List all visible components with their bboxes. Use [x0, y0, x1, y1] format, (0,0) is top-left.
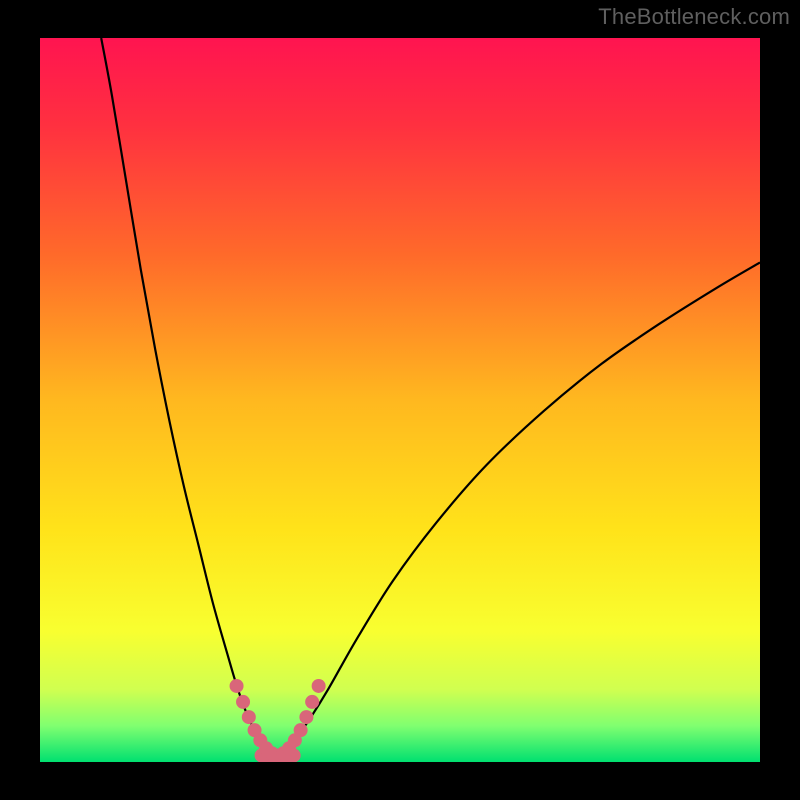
marker-dot	[294, 723, 308, 737]
marker-dot	[299, 710, 313, 724]
marker-dot	[305, 695, 319, 709]
watermark-text: TheBottleneck.com	[598, 4, 790, 30]
marker-dot	[230, 679, 244, 693]
plot-background	[40, 38, 760, 762]
figure-root: TheBottleneck.com	[0, 0, 800, 800]
marker-dot	[242, 710, 256, 724]
bottleneck-chart	[0, 0, 800, 800]
marker-dot	[236, 695, 250, 709]
marker-dot	[312, 679, 326, 693]
